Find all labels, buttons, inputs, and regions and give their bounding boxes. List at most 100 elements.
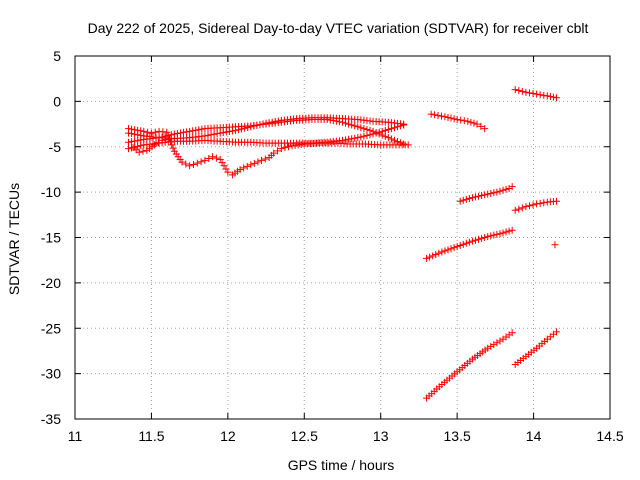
data-point bbox=[254, 158, 262, 166]
data-point bbox=[450, 115, 458, 123]
data-point bbox=[154, 139, 162, 147]
data-point bbox=[150, 141, 158, 149]
data-point bbox=[167, 138, 175, 146]
data-point bbox=[183, 128, 191, 136]
chart-title: Day 222 of 2025, Sidereal Day-to-day VTE… bbox=[88, 20, 589, 36]
data-point bbox=[257, 156, 265, 164]
grid bbox=[75, 56, 610, 419]
data-point bbox=[553, 197, 560, 205]
data-point bbox=[169, 144, 177, 152]
data-point bbox=[475, 192, 483, 200]
data-point bbox=[468, 194, 476, 202]
data-point bbox=[499, 229, 507, 237]
x-tick-label: 11.5 bbox=[138, 428, 164, 444]
data-point bbox=[201, 156, 209, 164]
data-point bbox=[128, 138, 136, 146]
x-tick-labels: 11 11.5 12 12.5 13 13.5 14 14.5 bbox=[68, 428, 624, 444]
data-point bbox=[345, 135, 353, 143]
series-track-6 bbox=[427, 110, 489, 133]
data-point bbox=[176, 129, 184, 137]
data-point bbox=[128, 125, 136, 133]
data-point bbox=[195, 126, 203, 134]
data-point bbox=[212, 154, 220, 162]
data-point bbox=[490, 189, 498, 197]
data-point bbox=[546, 93, 554, 101]
data-point bbox=[137, 142, 145, 150]
data-point bbox=[456, 241, 464, 249]
series-track-12 bbox=[511, 328, 560, 369]
data-point bbox=[511, 86, 519, 94]
data-point bbox=[533, 90, 541, 98]
data-point bbox=[493, 188, 501, 196]
data-point bbox=[434, 111, 442, 119]
data-point bbox=[462, 239, 470, 247]
data-point bbox=[515, 86, 523, 94]
data-point bbox=[205, 155, 213, 163]
data-point bbox=[220, 162, 228, 170]
x-axis-label: GPS time / hours bbox=[288, 457, 395, 473]
data-point bbox=[162, 135, 170, 143]
data-point bbox=[207, 131, 215, 139]
data-point bbox=[363, 131, 371, 139]
data-point bbox=[505, 184, 513, 192]
data-point bbox=[459, 240, 467, 248]
data-point bbox=[490, 341, 498, 349]
data-point bbox=[381, 126, 389, 134]
data-point bbox=[125, 145, 132, 153]
data-point bbox=[496, 230, 504, 238]
data-point bbox=[342, 136, 350, 144]
data-point bbox=[502, 185, 510, 193]
data-point bbox=[384, 126, 392, 134]
data-point bbox=[484, 344, 492, 352]
data-point bbox=[529, 90, 537, 98]
data-point bbox=[496, 187, 504, 195]
data-point bbox=[481, 191, 489, 199]
data-points bbox=[125, 86, 560, 402]
data-point bbox=[400, 121, 408, 129]
data-point bbox=[378, 127, 386, 135]
data-point bbox=[400, 140, 408, 148]
data-point bbox=[522, 203, 530, 211]
data-point bbox=[210, 130, 218, 138]
data-point bbox=[354, 134, 362, 142]
data-point bbox=[186, 162, 194, 170]
series-track-9 bbox=[423, 329, 516, 402]
data-point bbox=[429, 252, 437, 260]
data-point bbox=[518, 204, 526, 212]
data-point bbox=[447, 245, 455, 253]
data-point bbox=[444, 113, 452, 121]
data-point bbox=[139, 147, 147, 155]
data-point bbox=[487, 189, 495, 197]
data-point bbox=[125, 125, 132, 133]
data-point bbox=[490, 231, 498, 239]
data-point bbox=[173, 130, 181, 138]
data-point bbox=[481, 234, 489, 241]
data-point bbox=[465, 238, 473, 246]
data-point bbox=[135, 148, 143, 156]
data-point bbox=[475, 235, 483, 243]
data-point bbox=[394, 137, 402, 145]
data-point bbox=[375, 128, 383, 136]
data-point bbox=[551, 241, 559, 249]
data-point bbox=[243, 162, 251, 170]
x-tick-label: 13 bbox=[373, 428, 389, 444]
data-point bbox=[471, 236, 479, 244]
data-point bbox=[166, 135, 174, 143]
data-point bbox=[125, 138, 132, 146]
y-tick-label: -10 bbox=[41, 184, 61, 200]
data-point bbox=[533, 200, 541, 208]
data-point bbox=[390, 136, 398, 144]
data-point bbox=[163, 128, 171, 136]
data-point bbox=[427, 110, 435, 118]
data-point bbox=[281, 144, 289, 152]
data-point bbox=[529, 201, 537, 209]
data-point bbox=[357, 124, 365, 132]
data-point bbox=[431, 111, 439, 119]
data-point bbox=[502, 228, 510, 236]
data-point bbox=[515, 205, 523, 213]
y-tick-label: -35 bbox=[41, 411, 61, 427]
x-tick-label: 12.5 bbox=[291, 428, 318, 444]
data-point bbox=[348, 121, 356, 129]
data-point bbox=[147, 129, 155, 137]
data-point bbox=[471, 193, 479, 201]
